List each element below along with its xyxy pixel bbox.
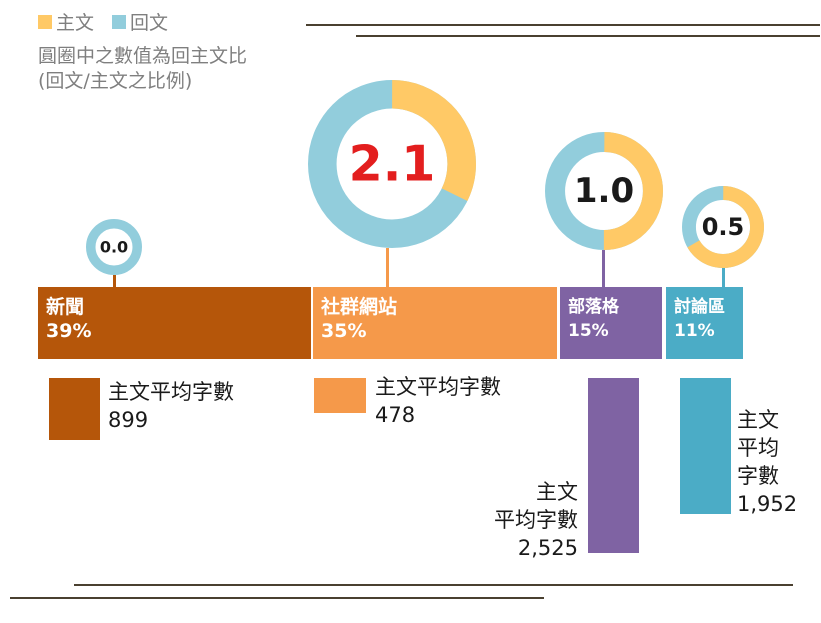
donut-blog-ratio-label: 1.0 [574, 171, 634, 211]
avg-caption-blog-1: 主文 [470, 478, 578, 506]
segment-forum-name: 討論區 [674, 297, 725, 317]
segment-social-name: 社群網站 [321, 296, 398, 318]
avg-caption-social: 主文平均字數 [375, 375, 501, 399]
avg-label-blog: 主文 平均字數 2,525 [470, 478, 578, 562]
avg-label-forum: 主文 平均 字數 1,952 [737, 406, 797, 518]
donut-forum: 0.5 [682, 186, 764, 268]
ratio-note-line-1: 圓圈中之數值為回主文比 [38, 45, 248, 67]
avg-bar-blog [588, 378, 639, 553]
donut-news-ring [86, 219, 142, 275]
donut-forum-main-arc [682, 186, 764, 268]
ratio-note-line-2: (回文/主文之比例) [38, 70, 193, 92]
donut-news: 0.0 [86, 219, 142, 275]
legend-item-reply: 回文 [112, 8, 168, 35]
avg-caption-blog-text-1: 主文 [536, 480, 578, 504]
segment-blog-name: 部落格 [568, 297, 619, 317]
legend-swatch-main [38, 14, 52, 29]
avg-caption-blog-text-2: 平均字數 [494, 508, 578, 532]
avg-caption-forum-text-2: 平均 [737, 436, 779, 460]
avg-value-blog: 2,525 [517, 536, 578, 560]
legend-item-main: 主文 [38, 8, 94, 35]
legend-swatch-reply [112, 14, 127, 29]
donut-social-main-arc [307, 79, 477, 249]
legend-label-main: 主文 [56, 12, 95, 34]
avg-caption-forum-text-1: 主文 [737, 408, 779, 432]
segment-news-name: 新聞 [46, 296, 85, 318]
segment-forum: 討論區 11% [666, 287, 743, 359]
segment-blog-share: 15% [568, 321, 609, 341]
avg-caption-forum-2: 平均 [737, 434, 797, 462]
donut-news-ratio-label: 0.0 [100, 238, 128, 257]
avg-label-social: 主文平均字數 478 [375, 373, 501, 429]
segment-forum-share: 11% [674, 321, 715, 341]
donut-social: 2.1 [307, 79, 477, 249]
avg-caption-forum-1: 主文 [737, 406, 797, 434]
top-rule-1 [306, 24, 820, 26]
avg-value-news: 899 [108, 408, 149, 432]
avg-caption-forum-text-3: 字數 [737, 464, 779, 488]
avg-label-news: 主文平均字數 899 [108, 378, 234, 434]
segment-social-share: 35% [321, 320, 367, 342]
stem-social [386, 248, 389, 287]
avg-caption-news: 主文平均字數 [108, 380, 234, 404]
top-rule-2 [356, 35, 820, 37]
avg-bar-forum [680, 378, 731, 514]
stem-blog [602, 250, 605, 287]
avg-value-forum: 1,952 [737, 492, 798, 516]
avg-caption-forum-3: 字數 [737, 462, 797, 490]
avg-value-social: 478 [375, 403, 416, 427]
stem-news [113, 275, 116, 287]
segment-blog: 部落格 15% [560, 287, 662, 359]
legend-label-reply: 回文 [130, 12, 169, 34]
bottom-rule-1 [74, 584, 793, 586]
avg-bar-news [49, 378, 100, 440]
donut-blog-main-arc [544, 131, 664, 251]
segment-news-share: 39% [46, 320, 92, 342]
bottom-rule-2 [10, 597, 544, 599]
donut-social-ratio-label: 2.1 [349, 136, 436, 193]
stem-forum [722, 268, 725, 287]
donut-blog: 1.0 [544, 131, 664, 251]
avg-caption-blog-2: 平均字數 [470, 506, 578, 534]
legend: 主文 回文 [38, 8, 186, 35]
segment-news: 新聞 39% [38, 287, 311, 359]
avg-bar-social [314, 378, 366, 413]
segment-social: 社群網站 35% [313, 287, 557, 359]
donut-forum-ratio-label: 0.5 [702, 213, 745, 241]
ratio-note: 圓圈中之數值為回主文比 (回文/主文之比例) [38, 44, 247, 94]
